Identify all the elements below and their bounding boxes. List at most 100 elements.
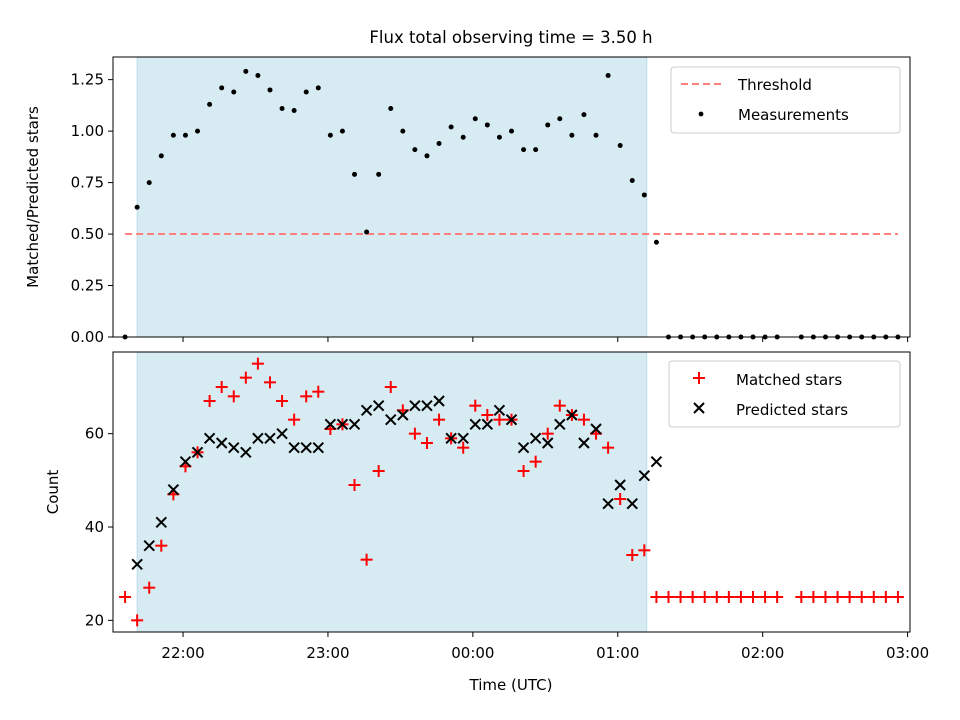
measurement-point [170,132,176,138]
matched-star-point [577,413,590,426]
predicted-star-point [131,558,143,571]
matched-star-point [807,591,820,603]
count-panel: 20 40 60 22:00 23:00 00:00 01:00 02:00 03:00 Co… [44,351,929,694]
predicted-star-point [372,399,385,412]
matched-star-point [855,591,868,603]
matched-star-point [686,591,699,603]
matched-star-point [879,591,892,603]
top-legend-box [670,66,901,134]
matched-legend-label: Matched stars [736,371,842,389]
measurements-legend-swatch [698,111,704,117]
measurement-point [146,180,152,186]
x-tick-label: 00:00 [451,644,494,662]
predicted-star-point [590,423,602,435]
ratio-panel: Flux total observing time = 3.50 h 0.00 0… [24,28,911,346]
x-tick-label: 03:00 [886,644,929,662]
predicted-star-point [409,399,421,412]
y-tick-label: 0.50 [71,225,104,243]
predicted-star-point [228,441,240,454]
predicted-star-point [421,399,433,412]
x-axis-label: Time (UTC) [469,676,553,694]
observing-window-shade [136,56,648,338]
predicted-star-point [481,418,494,431]
matched-star-point [602,441,615,454]
matched-star-point [348,479,361,491]
measurement-point [424,153,430,159]
matched-star-point [408,427,421,440]
measurement-point [388,105,394,111]
top-axes-frame [112,56,911,338]
x-tick-label: 22:00 [161,644,204,662]
measurement-point [291,108,297,114]
x-tick-label: 02:00 [741,644,784,662]
measurement-point [243,68,249,74]
measurement-point [412,147,418,153]
y-tick-label: 0.75 [71,174,104,192]
measurement-point [629,178,635,184]
matched-star-point [747,591,760,603]
matched-star-point [372,465,385,477]
matched-star-point [155,539,168,552]
predicted-star-point [143,539,155,552]
matched-star-point [143,581,156,594]
predicted-star-point [385,413,397,426]
measurement-point [484,122,490,128]
predicted-star-point [626,497,638,510]
measurement-point [593,132,599,138]
matched-star-point [517,465,530,477]
matched-star-point [276,395,289,407]
predicted-star-point [348,418,361,431]
chart-title: Flux total observing time = 3.50 h [369,28,652,47]
matched-star-point [251,357,264,370]
predicted-star-point [397,409,409,421]
predicted-legend-label: Predicted stars [736,401,848,419]
measurement-point [496,134,502,140]
predicted-star-point [252,432,264,445]
x-tick-label: 01:00 [596,644,639,662]
measurement-point [327,132,333,138]
matched-star-point [650,591,663,603]
predicted-star-point [215,437,228,449]
matched-star-point [493,413,506,426]
matched-star-point [131,614,144,627]
predicted-star-point [276,427,288,440]
y-tick-label: 1.25 [71,71,104,89]
matched-star-point [771,591,784,603]
matched-star-point [843,591,856,603]
matched-legend-swatch [693,372,705,384]
matched-star-point [626,549,639,561]
measurement-point [207,101,213,107]
bottom-y-axis-label: Count [44,470,62,515]
predicted-star-point [542,437,554,449]
observing-window-shade [136,351,648,633]
matched-star-point [674,591,687,603]
shaded-region [136,56,648,338]
measurement-point [182,132,188,138]
matched-star-point [481,409,494,421]
predicted-star-point [264,432,276,445]
top-x-axis-ticks [182,337,909,342]
measurement-point [352,171,358,177]
matched-star-point [614,493,627,505]
measurement-point [364,229,370,235]
matched-star-point [433,413,446,426]
matched-star-point [215,381,228,393]
measurement-point [231,89,237,95]
measurement-point [460,134,466,140]
predicted-star-point [493,404,506,417]
matched-star-point [553,399,566,412]
predicted-stars-points [131,395,663,571]
matched-star-point [469,399,482,412]
measurement-point [653,239,659,245]
predicted-legend-swatch [693,402,705,414]
y-tick-label: 0.00 [71,328,104,346]
predicted-star-point [155,516,168,529]
y-tick-label: 0.25 [71,277,104,295]
measurement-point [533,147,539,153]
matched-star-point [710,591,723,603]
predicted-star-point [554,418,566,431]
predicted-star-point [505,413,518,426]
matched-star-point [722,591,735,603]
shaded-region [136,351,648,633]
measurement-point [267,87,273,93]
